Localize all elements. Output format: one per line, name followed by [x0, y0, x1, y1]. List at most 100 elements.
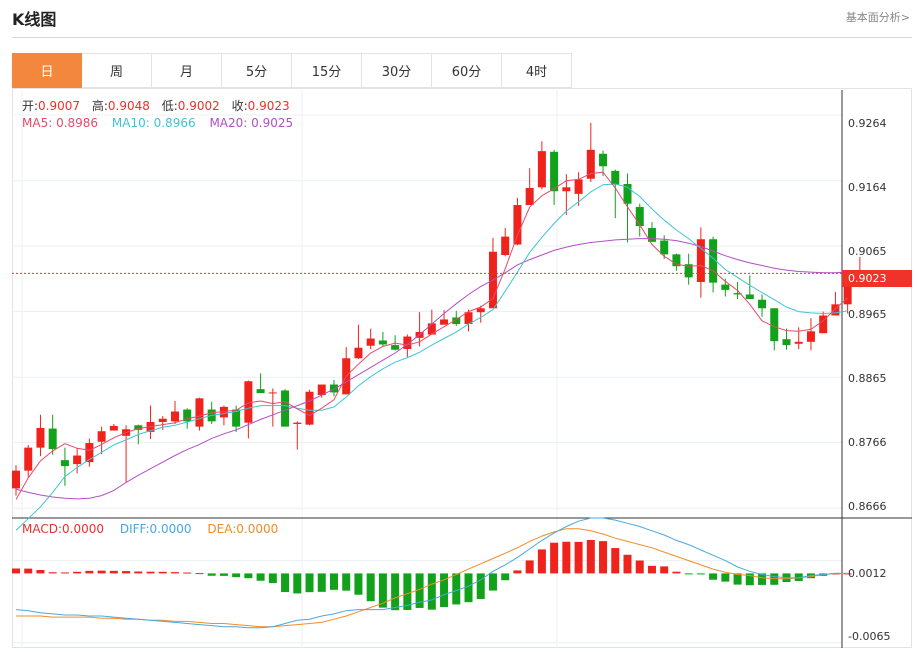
tab-month[interactable]: 月: [152, 53, 222, 88]
candle-body: [158, 418, 167, 423]
macd-bar: [599, 541, 608, 574]
dea-label: DEA:: [207, 522, 237, 536]
macd-bar: [464, 573, 473, 603]
candle-body: [232, 409, 241, 427]
macd-bar: [232, 573, 241, 578]
macd-bar: [623, 554, 632, 574]
tab-4hour[interactable]: 4时: [502, 53, 572, 88]
candle-body: [550, 151, 559, 192]
tab-60min[interactable]: 60分: [432, 53, 502, 88]
macd-readout: MACD:0.0000 DIFF:0.0000 DEA:0.0000: [22, 522, 278, 536]
candle-body: [721, 284, 730, 290]
candle-body: [770, 308, 779, 342]
candle-body: [476, 308, 485, 313]
fundamental-analysis-link[interactable]: 基本面分析>: [845, 11, 910, 24]
candle-body: [134, 425, 143, 430]
ma5-value: 0.8986: [56, 116, 99, 130]
candle-body: [831, 304, 840, 316]
candle-body: [244, 381, 253, 423]
candle-body: [317, 384, 326, 396]
candle-body: [195, 398, 204, 427]
candle-body: [219, 406, 228, 418]
macd-bar: [305, 573, 314, 593]
candle-body: [611, 170, 620, 185]
macd-bar: [12, 568, 20, 574]
tab-5min[interactable]: 5分: [222, 53, 292, 88]
candle-body: [403, 336, 412, 350]
candle-body: [48, 428, 57, 449]
macd-bar: [60, 572, 69, 574]
diff-line: [15, 517, 848, 629]
ma5-label: MA5:: [22, 116, 53, 130]
macd-bar: [537, 549, 546, 574]
current-price-tag: 0.9023: [842, 270, 912, 287]
macd-bar: [244, 573, 253, 579]
macd-bar: [550, 542, 559, 574]
macd-bar: [696, 573, 705, 575]
macd-bar: [647, 565, 656, 574]
y-tick-label: 0.8965: [848, 308, 887, 321]
candle-body: [623, 184, 632, 204]
candle-body: [586, 149, 595, 179]
candle-body: [293, 422, 302, 424]
macd-bar: [268, 573, 277, 584]
candle-body: [329, 384, 338, 393]
candle-body: [427, 323, 436, 335]
macd-bar: [635, 560, 644, 574]
candle-body: [733, 293, 742, 295]
macd-bar: [745, 573, 754, 586]
ohlc-readout: 开:0.9007 高:0.9048 低:0.9002 收:0.9023: [22, 97, 298, 114]
macd-bar: [134, 571, 143, 574]
macd-bar: [513, 570, 522, 574]
macd-bar: [831, 573, 840, 575]
ma20-label: MA20:: [209, 116, 248, 130]
candle-body: [366, 338, 375, 346]
macd-bar: [758, 573, 767, 585]
tab-week[interactable]: 周: [82, 53, 152, 88]
y-tick-label: 0.9164: [848, 181, 887, 194]
tab-15min[interactable]: 15分: [292, 53, 362, 88]
macd-bar: [660, 566, 669, 574]
low-value: 0.9002: [177, 99, 220, 113]
macd-bar: [293, 573, 302, 594]
open-label: 开:: [22, 99, 39, 113]
tab-30min[interactable]: 30分: [362, 53, 432, 88]
candle-body: [843, 283, 852, 305]
candle-body: [24, 447, 33, 471]
macd-bar: [611, 548, 620, 574]
y-tick-label: 0.9264: [848, 117, 887, 130]
macd-bar: [672, 571, 681, 574]
candle-body: [73, 455, 82, 465]
candle-body: [599, 153, 608, 167]
candle-body: [378, 340, 387, 345]
y-tick-label: 0.8766: [848, 436, 887, 449]
ma20-line: [15, 238, 848, 500]
candle-body: [806, 331, 815, 342]
candle-body: [183, 409, 192, 422]
ma-readout: MA5: 0.8986 MA10: 0.8966 MA20: 0.9025: [22, 116, 293, 130]
candle-body: [684, 264, 693, 278]
macd-bar: [183, 572, 192, 574]
candle-body: [452, 317, 461, 325]
tab-day[interactable]: 日: [12, 53, 82, 88]
candle-body: [391, 345, 400, 350]
candle-body: [562, 187, 571, 192]
candle-body: [268, 392, 277, 394]
macd-bar: [403, 573, 412, 610]
y-tick-label: 0.8865: [848, 372, 887, 385]
macd-bar: [73, 571, 82, 574]
macd-tick-label: -0.0065: [848, 630, 891, 643]
macd-bar: [366, 573, 375, 602]
macd-bar: [562, 541, 571, 574]
macd-bar: [440, 573, 449, 608]
macd-bar: [525, 560, 534, 574]
close-value: 0.9023: [247, 99, 290, 113]
candle-body: [647, 228, 656, 242]
macd-bar: [207, 573, 216, 576]
macd-bar: [733, 573, 742, 585]
candle-body: [672, 254, 681, 267]
candle-body: [281, 390, 290, 427]
macd-bar: [488, 573, 497, 591]
candle-body: [440, 319, 449, 325]
